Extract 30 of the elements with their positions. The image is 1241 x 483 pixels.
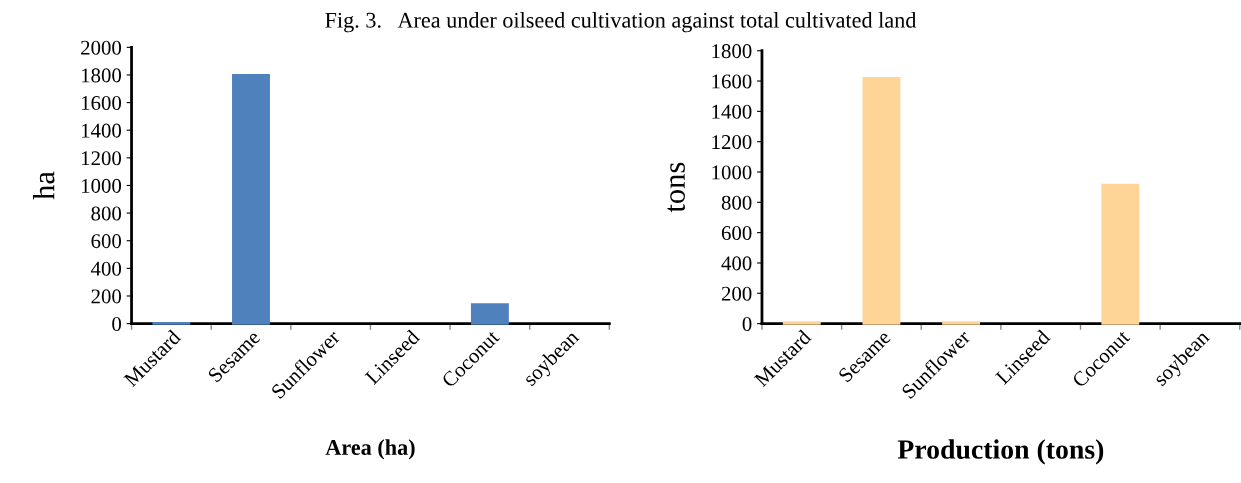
y-tick-label: 800 [721, 195, 752, 210]
y-tick-label: 1400 [712, 104, 752, 119]
y-tick-label: 800 [91, 206, 122, 221]
bar [1101, 183, 1140, 325]
y-tick-label: 1800 [712, 44, 752, 59]
x-axis-title: Production (tons) [897, 439, 1104, 465]
y-axis-title: ha [33, 171, 55, 200]
x-axis-title: Area (ha) [325, 439, 415, 460]
y-tick-label: 1000 [81, 178, 122, 193]
y-tick-label: 600 [721, 226, 752, 241]
y-tick-label: 200 [91, 289, 122, 304]
y-tick-label: 0 [112, 316, 122, 332]
y-tick-label: 0 [742, 316, 752, 332]
y-tick-label: 1800 [81, 68, 122, 83]
bar [862, 76, 901, 325]
y-tick-label: 2000 [81, 40, 122, 55]
y-tick-label: 1600 [81, 95, 122, 111]
y-tick-label: 1400 [81, 123, 122, 138]
bar [470, 303, 509, 325]
y-tick-label: 400 [721, 256, 752, 271]
y-axis-title: tons [667, 162, 685, 213]
y-tick-label: 1600 [712, 74, 752, 89]
y-tick-label: 400 [90, 261, 122, 276]
chart-title: Fig. 3. Area under oilseed cultivation against total cultivated land [325, 12, 917, 33]
y-tick-label: 600 [91, 234, 122, 249]
y-tick-label: 200 [721, 286, 752, 301]
y-tick-label: 1200 [81, 151, 122, 166]
y-tick-label: 1200 [712, 135, 752, 150]
bar [232, 73, 270, 325]
y-tick-label: 1000 [712, 165, 752, 180]
